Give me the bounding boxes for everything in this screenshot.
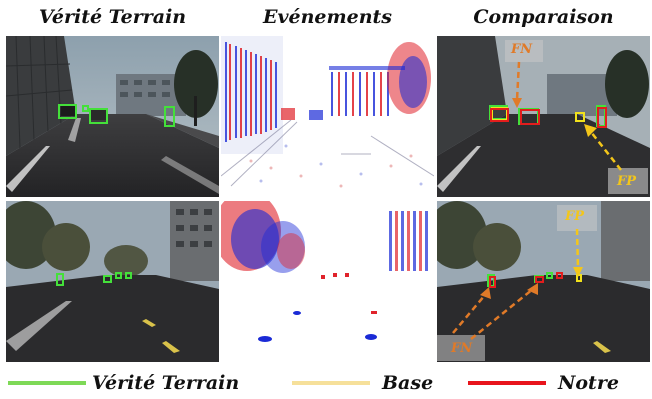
legend-label-ours: Notre — [558, 372, 619, 394]
fn-arrows-row2 — [452, 283, 538, 340]
legend-label-ground-truth: Vérité Terrain — [92, 372, 240, 394]
fp-label-row2: FP — [565, 209, 585, 224]
panel-row2-events — [221, 201, 434, 362]
fp-label-row1: FP — [617, 174, 637, 189]
legend-swatch-base — [292, 381, 370, 385]
panel-row1-comparison: FN FP — [437, 36, 650, 197]
panel-row2-comparison: FP FN — [437, 201, 650, 362]
fp-label-backdrop — [608, 168, 648, 194]
panel-row1-ground-truth — [6, 36, 219, 197]
fn-label-row1: FN — [511, 42, 533, 57]
column-title-events: Evénements — [263, 6, 392, 28]
legend: Vérité Terrain Base Notre — [0, 366, 652, 398]
panel-row2-ground-truth — [6, 201, 219, 362]
legend-swatch-ours — [468, 381, 546, 385]
legend-label-base: Base — [382, 372, 434, 394]
fp-label-backdrop-row2 — [557, 205, 597, 231]
panel-row1-events — [221, 36, 434, 197]
legend-swatch-ground-truth — [8, 381, 86, 385]
fp-arrow-row2 — [573, 228, 583, 277]
fn-arrow — [512, 61, 522, 108]
fn-label-row2: FN — [451, 341, 473, 356]
fp-arrow — [584, 124, 622, 171]
fn-label-backdrop — [505, 40, 543, 62]
column-title-ground-truth: Vérité Terrain — [38, 6, 187, 28]
column-title-comparison: Comparaison — [473, 6, 614, 28]
fn-label-backdrop-row2 — [437, 335, 485, 361]
